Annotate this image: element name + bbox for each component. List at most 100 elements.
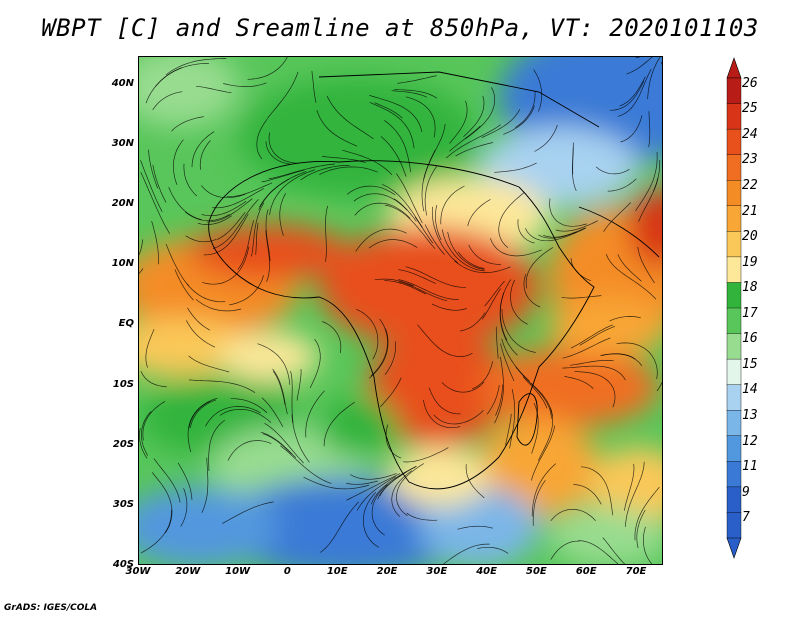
streamline — [187, 307, 210, 331]
x-tick-label: 40E — [476, 566, 497, 577]
streamline — [222, 501, 274, 524]
colorbar-swatch — [726, 256, 742, 284]
streamline — [201, 185, 246, 199]
streamline — [403, 447, 449, 463]
streamline — [394, 89, 438, 99]
x-tick-label: 20E — [376, 566, 398, 577]
colorbar-swatch — [726, 307, 742, 335]
streamline — [431, 303, 467, 311]
colorbar-swatch — [726, 410, 742, 437]
streamline — [562, 337, 611, 359]
streamline — [445, 124, 501, 159]
streamline — [537, 407, 554, 461]
streamline — [180, 488, 188, 527]
streamline — [140, 509, 172, 554]
streamline — [421, 149, 436, 212]
x-tick-label: 0 — [283, 566, 291, 577]
streamline — [325, 205, 329, 262]
streamline — [195, 299, 242, 312]
streamline — [498, 191, 525, 248]
streamline — [319, 166, 378, 175]
colorbar-label: 14 — [742, 382, 758, 398]
streamline — [441, 229, 485, 272]
streamline — [261, 397, 284, 427]
x-tick-label: 10E — [326, 566, 348, 577]
streamline — [206, 198, 253, 223]
streamline — [514, 90, 536, 128]
streamline — [139, 427, 148, 459]
streamline — [449, 100, 468, 144]
streamline — [151, 472, 173, 534]
streamline — [636, 509, 646, 549]
streamline — [484, 280, 505, 307]
streamline — [346, 480, 378, 485]
streamline — [380, 136, 407, 177]
streamline — [398, 269, 437, 284]
streamline — [525, 227, 587, 242]
streamline — [405, 266, 466, 288]
streamline — [455, 142, 494, 157]
streamline — [356, 476, 396, 511]
streamline — [634, 486, 660, 541]
streamline — [393, 198, 417, 222]
streamline — [229, 275, 264, 306]
streamline — [653, 160, 661, 192]
streamline — [326, 95, 374, 140]
y-tick-label: EQ — [118, 318, 134, 330]
temperature-field — [139, 57, 662, 564]
colorbar-label: 13 — [742, 408, 758, 423]
streamline — [490, 238, 542, 257]
streamline — [368, 239, 418, 249]
streamline — [212, 199, 259, 249]
streamline — [405, 96, 436, 138]
x-tick-label: 30E — [426, 566, 448, 577]
streamline — [486, 384, 500, 415]
y-tick-label: 10S — [112, 378, 134, 390]
streamline — [177, 462, 193, 501]
streamline — [609, 316, 641, 322]
streamline — [609, 80, 645, 111]
streamline — [391, 90, 427, 98]
streamline — [564, 376, 594, 390]
streamline — [397, 75, 437, 84]
streamline — [186, 283, 226, 303]
streamline — [280, 445, 332, 484]
streamline — [574, 371, 616, 408]
streamline — [191, 131, 215, 168]
streamline — [140, 172, 171, 234]
colorbar-bottom-arrow — [726, 537, 742, 559]
streamline — [148, 149, 159, 189]
streamline — [531, 425, 556, 481]
streamline — [369, 94, 423, 132]
streamline — [346, 473, 401, 501]
streamline — [477, 546, 509, 554]
streamline — [153, 458, 181, 503]
streamline — [151, 220, 159, 265]
streamline — [256, 118, 268, 160]
y-tick-label: 20S — [112, 438, 134, 450]
streamline — [549, 198, 587, 227]
streamline — [152, 164, 167, 203]
streamline — [435, 204, 442, 241]
streamline — [494, 162, 537, 173]
streamline — [316, 109, 358, 147]
streamline — [321, 321, 342, 354]
streamline — [501, 309, 536, 353]
streamline — [579, 325, 616, 346]
colorbar-swatch — [726, 180, 742, 207]
streamline — [216, 212, 246, 241]
streamline — [396, 173, 423, 224]
streamline — [354, 202, 411, 219]
streamline — [457, 525, 494, 530]
streamline — [573, 484, 602, 505]
streamline — [199, 140, 211, 170]
colorbar-swatch — [726, 461, 742, 488]
streamline — [353, 193, 408, 211]
streamline — [454, 260, 511, 273]
streamline — [305, 390, 325, 438]
streamline — [441, 381, 485, 393]
streamline — [463, 95, 485, 137]
streamline — [522, 376, 548, 409]
colorbar-swatch — [726, 486, 742, 514]
streamline — [152, 91, 183, 111]
